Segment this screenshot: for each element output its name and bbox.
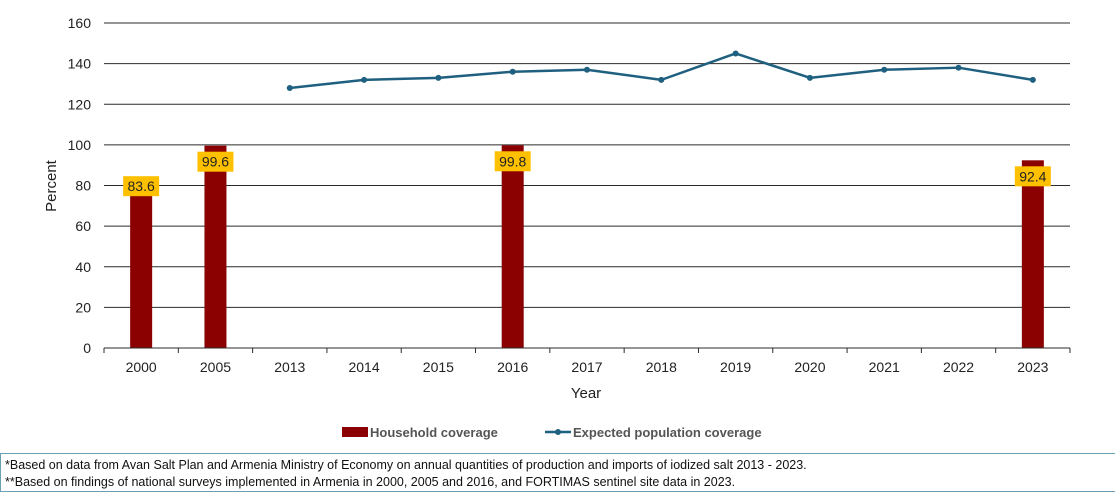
x-tick-label: 2022 (943, 359, 974, 375)
data-label-text: 83.6 (128, 178, 155, 194)
y-tick-label: 0 (83, 340, 91, 356)
population-point (1029, 76, 1036, 83)
population-point (361, 76, 368, 83)
combo-chart: 0 20 40 60 80 100 120 140 160 2000 2005 2013 2014 201… (43, 15, 1071, 440)
data-label-bg (197, 151, 234, 172)
y-tick-label: 40 (75, 259, 91, 275)
population-point (584, 66, 590, 73)
population-point (658, 76, 665, 83)
population-point (955, 64, 962, 71)
x-tick-label: 2017 (571, 359, 602, 375)
x-tick-label: 2005 (200, 359, 231, 375)
gridlines (104, 22, 1070, 308)
footnotes-box: *Based on data from Avan Salt Plan and A… (0, 453, 1115, 492)
population-point (435, 74, 442, 81)
data-label-bg (1014, 166, 1051, 187)
x-tick-label: 2023 (1017, 359, 1048, 375)
data-labels: 83.6 99.6 99.8 92.4 (123, 151, 1051, 197)
data-label: 92.4 (1014, 166, 1051, 187)
population-point (881, 66, 888, 73)
legend-marker-population (555, 429, 561, 435)
footnote-1: *Based on data from Avan Salt Plan and A… (5, 458, 807, 472)
legend-label-household: Household coverage (370, 425, 498, 440)
y-axis-title: Percent (43, 159, 60, 212)
line-series (286, 50, 1036, 91)
bar (204, 145, 227, 348)
x-tick-label: 2018 (646, 359, 677, 375)
x-tick-label: 2000 (126, 359, 157, 375)
x-tick-label: 2016 (497, 359, 528, 375)
population-point (286, 85, 293, 91)
x-axis-title: Year (571, 385, 601, 402)
data-label: 83.6 (123, 176, 160, 197)
data-label: 99.6 (197, 151, 234, 172)
footnote-2: **Based on findings of national surveys … (5, 475, 736, 489)
x-tick-label: 2021 (869, 359, 900, 375)
y-tick-label: 80 (75, 178, 91, 194)
y-tick-label: 140 (68, 56, 92, 72)
legend-label-population: Expected population coverage (573, 425, 762, 440)
bar (1021, 160, 1044, 348)
x-tick-label: 2013 (274, 359, 305, 375)
x-tick-label: 2020 (794, 359, 825, 375)
population-point (509, 68, 516, 75)
x-tick-label: 2014 (348, 359, 379, 375)
data-label-bg (123, 176, 160, 197)
data-label-text: 99.8 (499, 153, 526, 169)
data-label-text: 92.4 (1019, 168, 1046, 184)
data-label: 99.8 (494, 151, 531, 172)
y-tick-label: 60 (75, 218, 91, 234)
axes: 0 20 40 60 80 100 120 140 160 2000 2005 2013 2014 201… (68, 15, 1071, 375)
bar (501, 145, 524, 348)
legend: Household coverage Expected population c… (342, 425, 762, 440)
bar-series (130, 145, 1044, 348)
data-label-text: 99.6 (202, 154, 229, 170)
x-tick-label: 2015 (423, 359, 454, 375)
bar (130, 178, 153, 348)
population-point (806, 74, 813, 81)
y-tick-label: 20 (75, 299, 91, 315)
population-point (732, 50, 739, 57)
legend-swatch-household (342, 427, 368, 437)
y-tick-label: 160 (68, 15, 92, 31)
data-label-bg (494, 151, 531, 172)
x-tick-label: 2019 (720, 359, 751, 375)
y-tick-label: 120 (68, 96, 92, 112)
y-tick-label: 100 (68, 137, 92, 153)
